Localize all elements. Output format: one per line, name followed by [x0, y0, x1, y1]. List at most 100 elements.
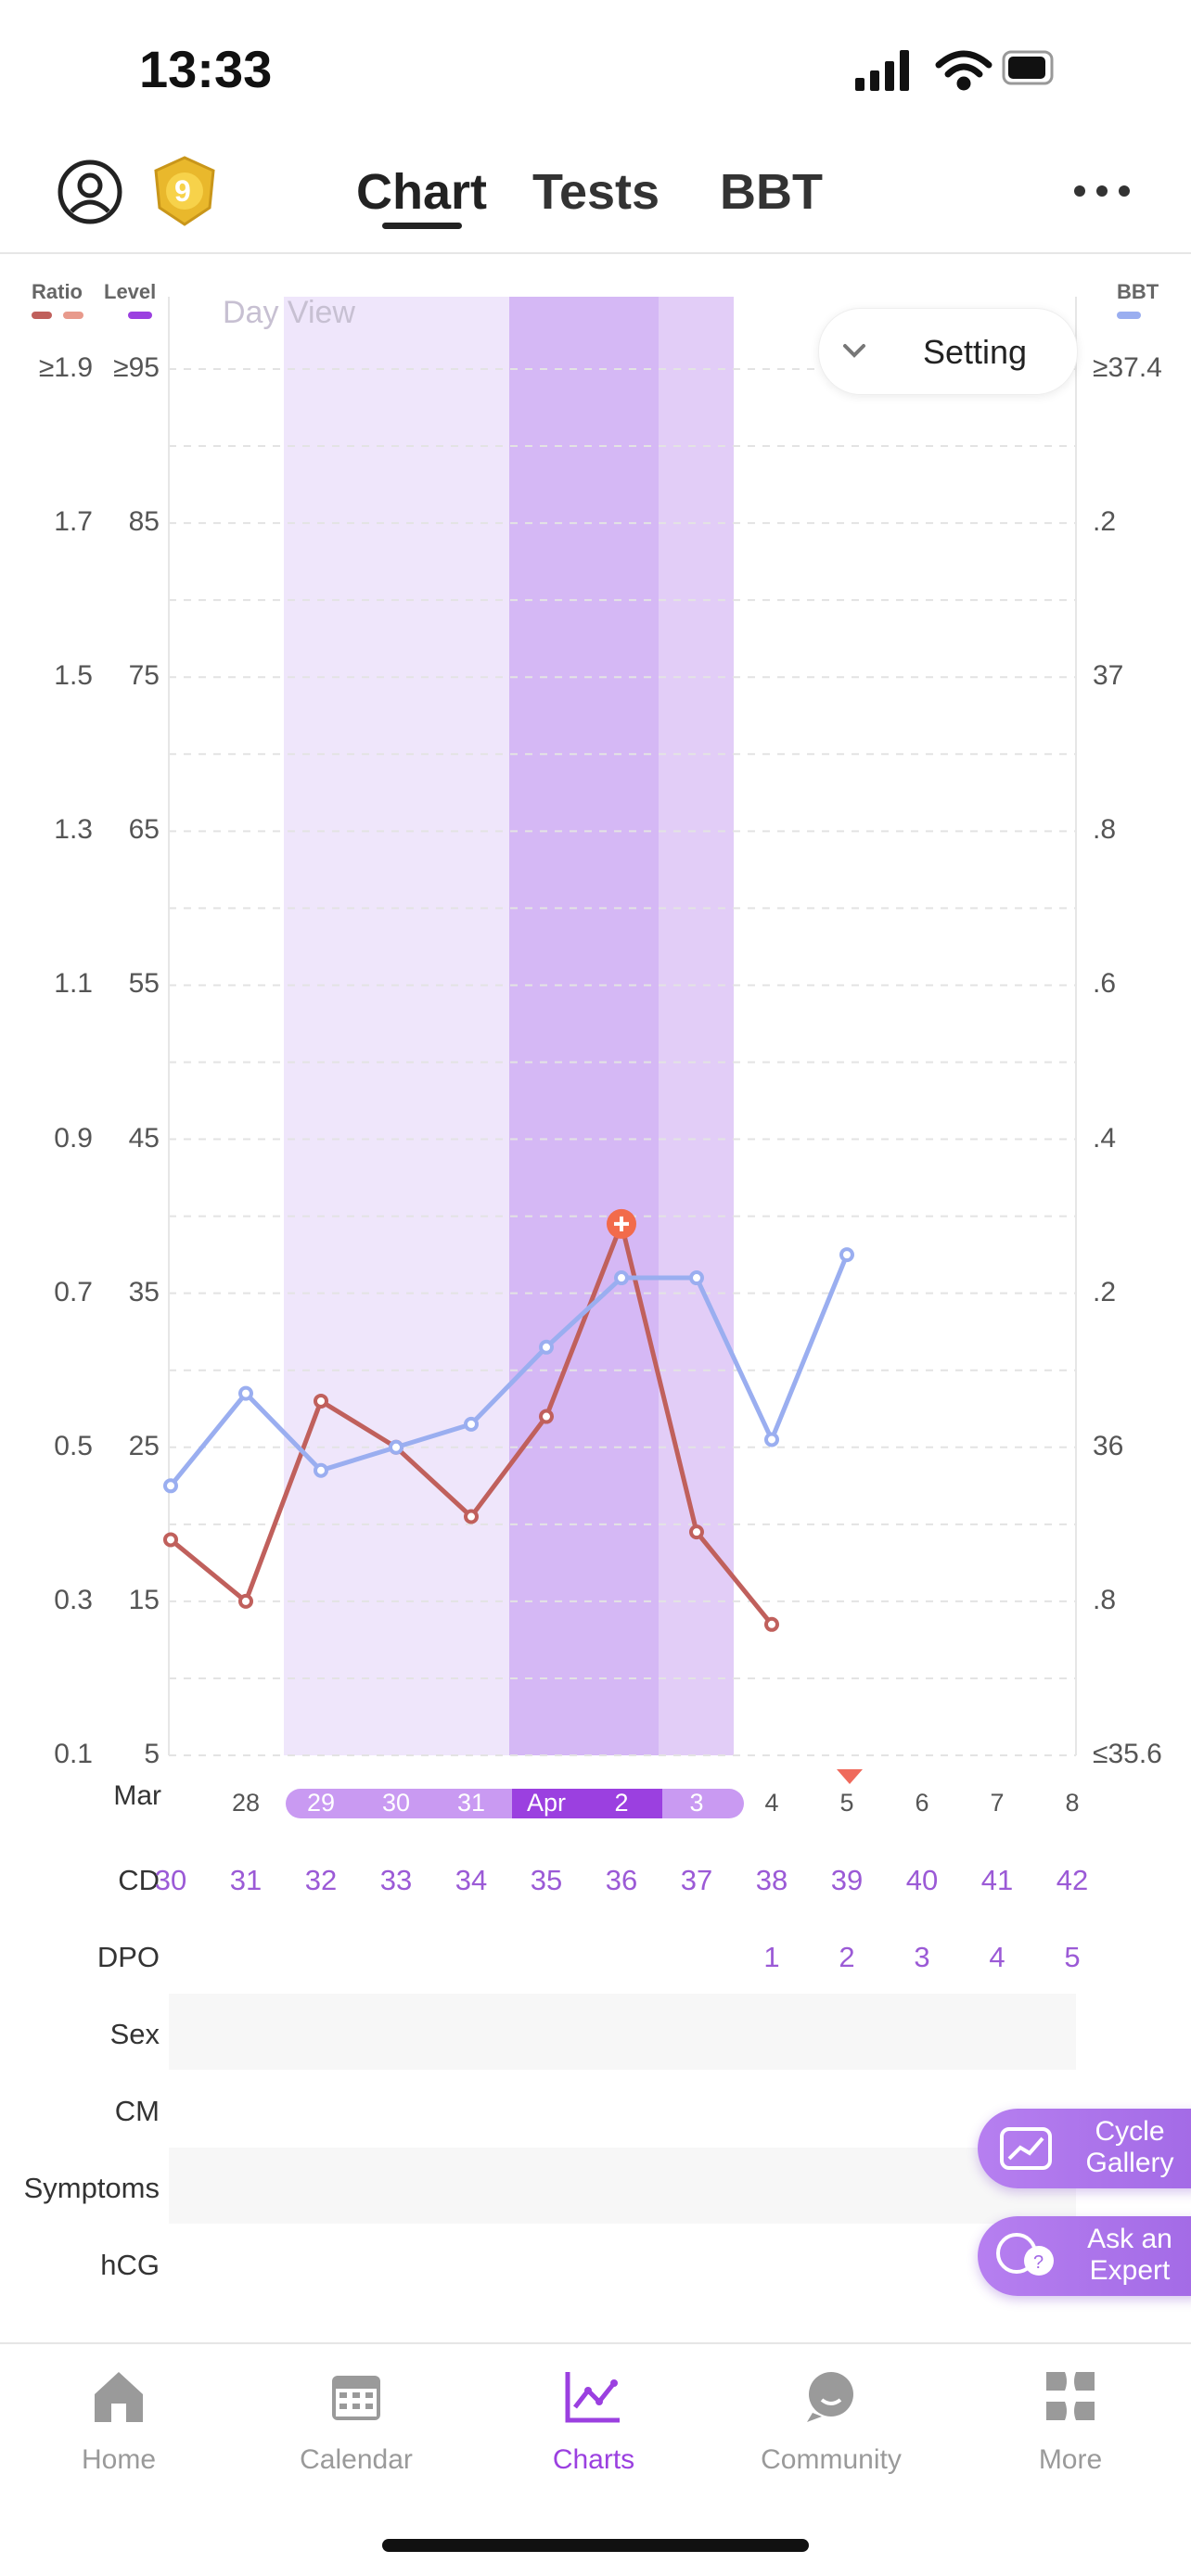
- legend-ratio-swatch-2: [63, 312, 83, 319]
- bbt-tick-label: 36: [1093, 1430, 1124, 1461]
- svg-text:?: ?: [1033, 2252, 1044, 2273]
- ask-expert-label: Ask an Expert: [1087, 2224, 1172, 2286]
- bbt-point: [764, 1432, 779, 1447]
- cd-value: 39: [830, 1864, 864, 1896]
- legend-level: Level: [104, 280, 157, 303]
- level-tick-label: 85: [128, 506, 160, 538]
- ratio-point: [689, 1524, 704, 1540]
- profile-icon[interactable]: [56, 158, 124, 226]
- bbt-tick-label: 37: [1093, 660, 1124, 692]
- cd-value: 35: [530, 1864, 563, 1896]
- symptoms-label: Symptoms: [23, 2172, 160, 2204]
- fertility-chart[interactable]: [0, 297, 1191, 1836]
- peak-date-pill: [512, 1789, 662, 1818]
- ratio-tick-label: 0.3: [54, 1584, 93, 1615]
- cd-value: 40: [905, 1864, 939, 1896]
- bbt-tick-label: .8: [1093, 814, 1117, 846]
- cycle-gallery-button[interactable]: Cycle Gallery: [978, 2109, 1191, 2188]
- nav-home[interactable]: Home: [17, 2363, 221, 2483]
- legend-ratio: Ratio: [32, 280, 83, 303]
- bbt-point: [539, 1339, 554, 1355]
- level-tick-label: 25: [128, 1430, 160, 1461]
- level-tick-label: ≥95: [113, 352, 160, 383]
- date-label[interactable]: 4: [764, 1789, 779, 1817]
- cycle-gallery-label: Cycle Gallery: [1085, 2116, 1174, 2178]
- today-marker-icon: [837, 1769, 863, 1784]
- date-label[interactable]: 7: [990, 1789, 1005, 1817]
- more-options-icon[interactable]: [1072, 184, 1132, 198]
- bbt-point: [389, 1439, 403, 1455]
- date-label[interactable]: 6: [915, 1789, 929, 1817]
- legend-bbt: BBT: [1117, 280, 1159, 303]
- date-label[interactable]: 30: [381, 1789, 411, 1817]
- date-label[interactable]: 8: [1065, 1789, 1080, 1817]
- bbt-point: [839, 1247, 854, 1263]
- nav-charts[interactable]: Charts: [492, 2363, 696, 2483]
- ratio-point: [314, 1393, 328, 1409]
- date-label[interactable]: 28: [231, 1789, 261, 1817]
- header-divider: [0, 252, 1191, 254]
- bbt-tick-label: .8: [1093, 1584, 1117, 1615]
- cm-label: CM: [114, 2095, 160, 2127]
- ratio-point: [238, 1593, 253, 1609]
- bbt-point: [314, 1462, 328, 1478]
- cd-value: 30: [154, 1864, 187, 1896]
- nav-charts-label: Charts: [552, 2444, 635, 2475]
- cd-value: 32: [304, 1864, 338, 1896]
- nav-community[interactable]: Community: [729, 2363, 933, 2483]
- ratio-tick-label: 0.1: [54, 1739, 93, 1769]
- post-peak-band: [659, 297, 734, 1755]
- bbt-tick-label: ≥37.4: [1093, 352, 1162, 383]
- sex-label: Sex: [109, 2018, 160, 2050]
- dpo-label: DPO: [96, 1941, 160, 1973]
- setting-label: Setting: [923, 333, 1028, 371]
- ratio-point: [764, 1616, 779, 1632]
- level-tick-label: 5: [144, 1739, 160, 1769]
- battery-icon: [1002, 50, 1054, 85]
- level-tick-label: 55: [128, 968, 160, 1000]
- legend-bbt-swatch: [1117, 312, 1141, 319]
- cd-value: 36: [605, 1864, 638, 1896]
- legend-level-swatch: [128, 312, 152, 319]
- bbt-point: [614, 1270, 629, 1286]
- date-label[interactable]: 5: [839, 1789, 854, 1817]
- bbt-tick-label: ≤35.6: [1093, 1739, 1162, 1769]
- bbt-point: [238, 1385, 253, 1401]
- sex-row-bg: [169, 1994, 1076, 2070]
- community-icon: [807, 2372, 853, 2422]
- dpo-value: 4: [989, 1941, 1005, 1973]
- ratio-point: [464, 1509, 479, 1524]
- tab-chart[interactable]: Chart: [356, 164, 488, 220]
- date-label[interactable]: 3: [689, 1789, 704, 1817]
- tab-bbt[interactable]: BBT: [720, 164, 823, 220]
- ask-expert-button[interactable]: ? Ask an Expert: [978, 2216, 1191, 2296]
- cd-value: 33: [379, 1864, 413, 1896]
- more-icon: [1046, 2372, 1095, 2420]
- level-badge[interactable]: 9: [152, 156, 217, 226]
- cd-value: 41: [980, 1864, 1014, 1896]
- ratio-tick-label: 0.5: [54, 1430, 93, 1461]
- date-label[interactable]: 2: [614, 1789, 629, 1817]
- date-label[interactable]: 29: [306, 1789, 336, 1817]
- nav-more[interactable]: More: [968, 2363, 1172, 2483]
- dpo-value: 1: [763, 1941, 780, 1973]
- ratio-tick-label: ≥1.9: [38, 352, 93, 383]
- home-icon: [95, 2372, 143, 2422]
- status-time: 13:33: [139, 40, 273, 98]
- signal-icon: [855, 50, 909, 91]
- setting-button[interactable]: Setting: [818, 308, 1078, 395]
- calendar-icon: [332, 2376, 380, 2420]
- nav-home-label: Home: [81, 2444, 157, 2475]
- status-icons: [855, 50, 1054, 91]
- level-tick-label: 45: [128, 1122, 160, 1154]
- charts-icon: [565, 2372, 620, 2423]
- ratio-tick-label: 1.7: [54, 506, 93, 538]
- symptoms-row-bg: [169, 2148, 1076, 2224]
- cd-value: 37: [680, 1864, 713, 1896]
- bbt-point: [163, 1478, 178, 1494]
- date-label[interactable]: Apr: [526, 1789, 567, 1817]
- date-label[interactable]: 31: [456, 1789, 486, 1817]
- nav-calendar[interactable]: Calendar: [254, 2363, 458, 2483]
- tab-tests[interactable]: Tests: [532, 164, 660, 220]
- ratio-tick-label: 1.3: [54, 814, 93, 846]
